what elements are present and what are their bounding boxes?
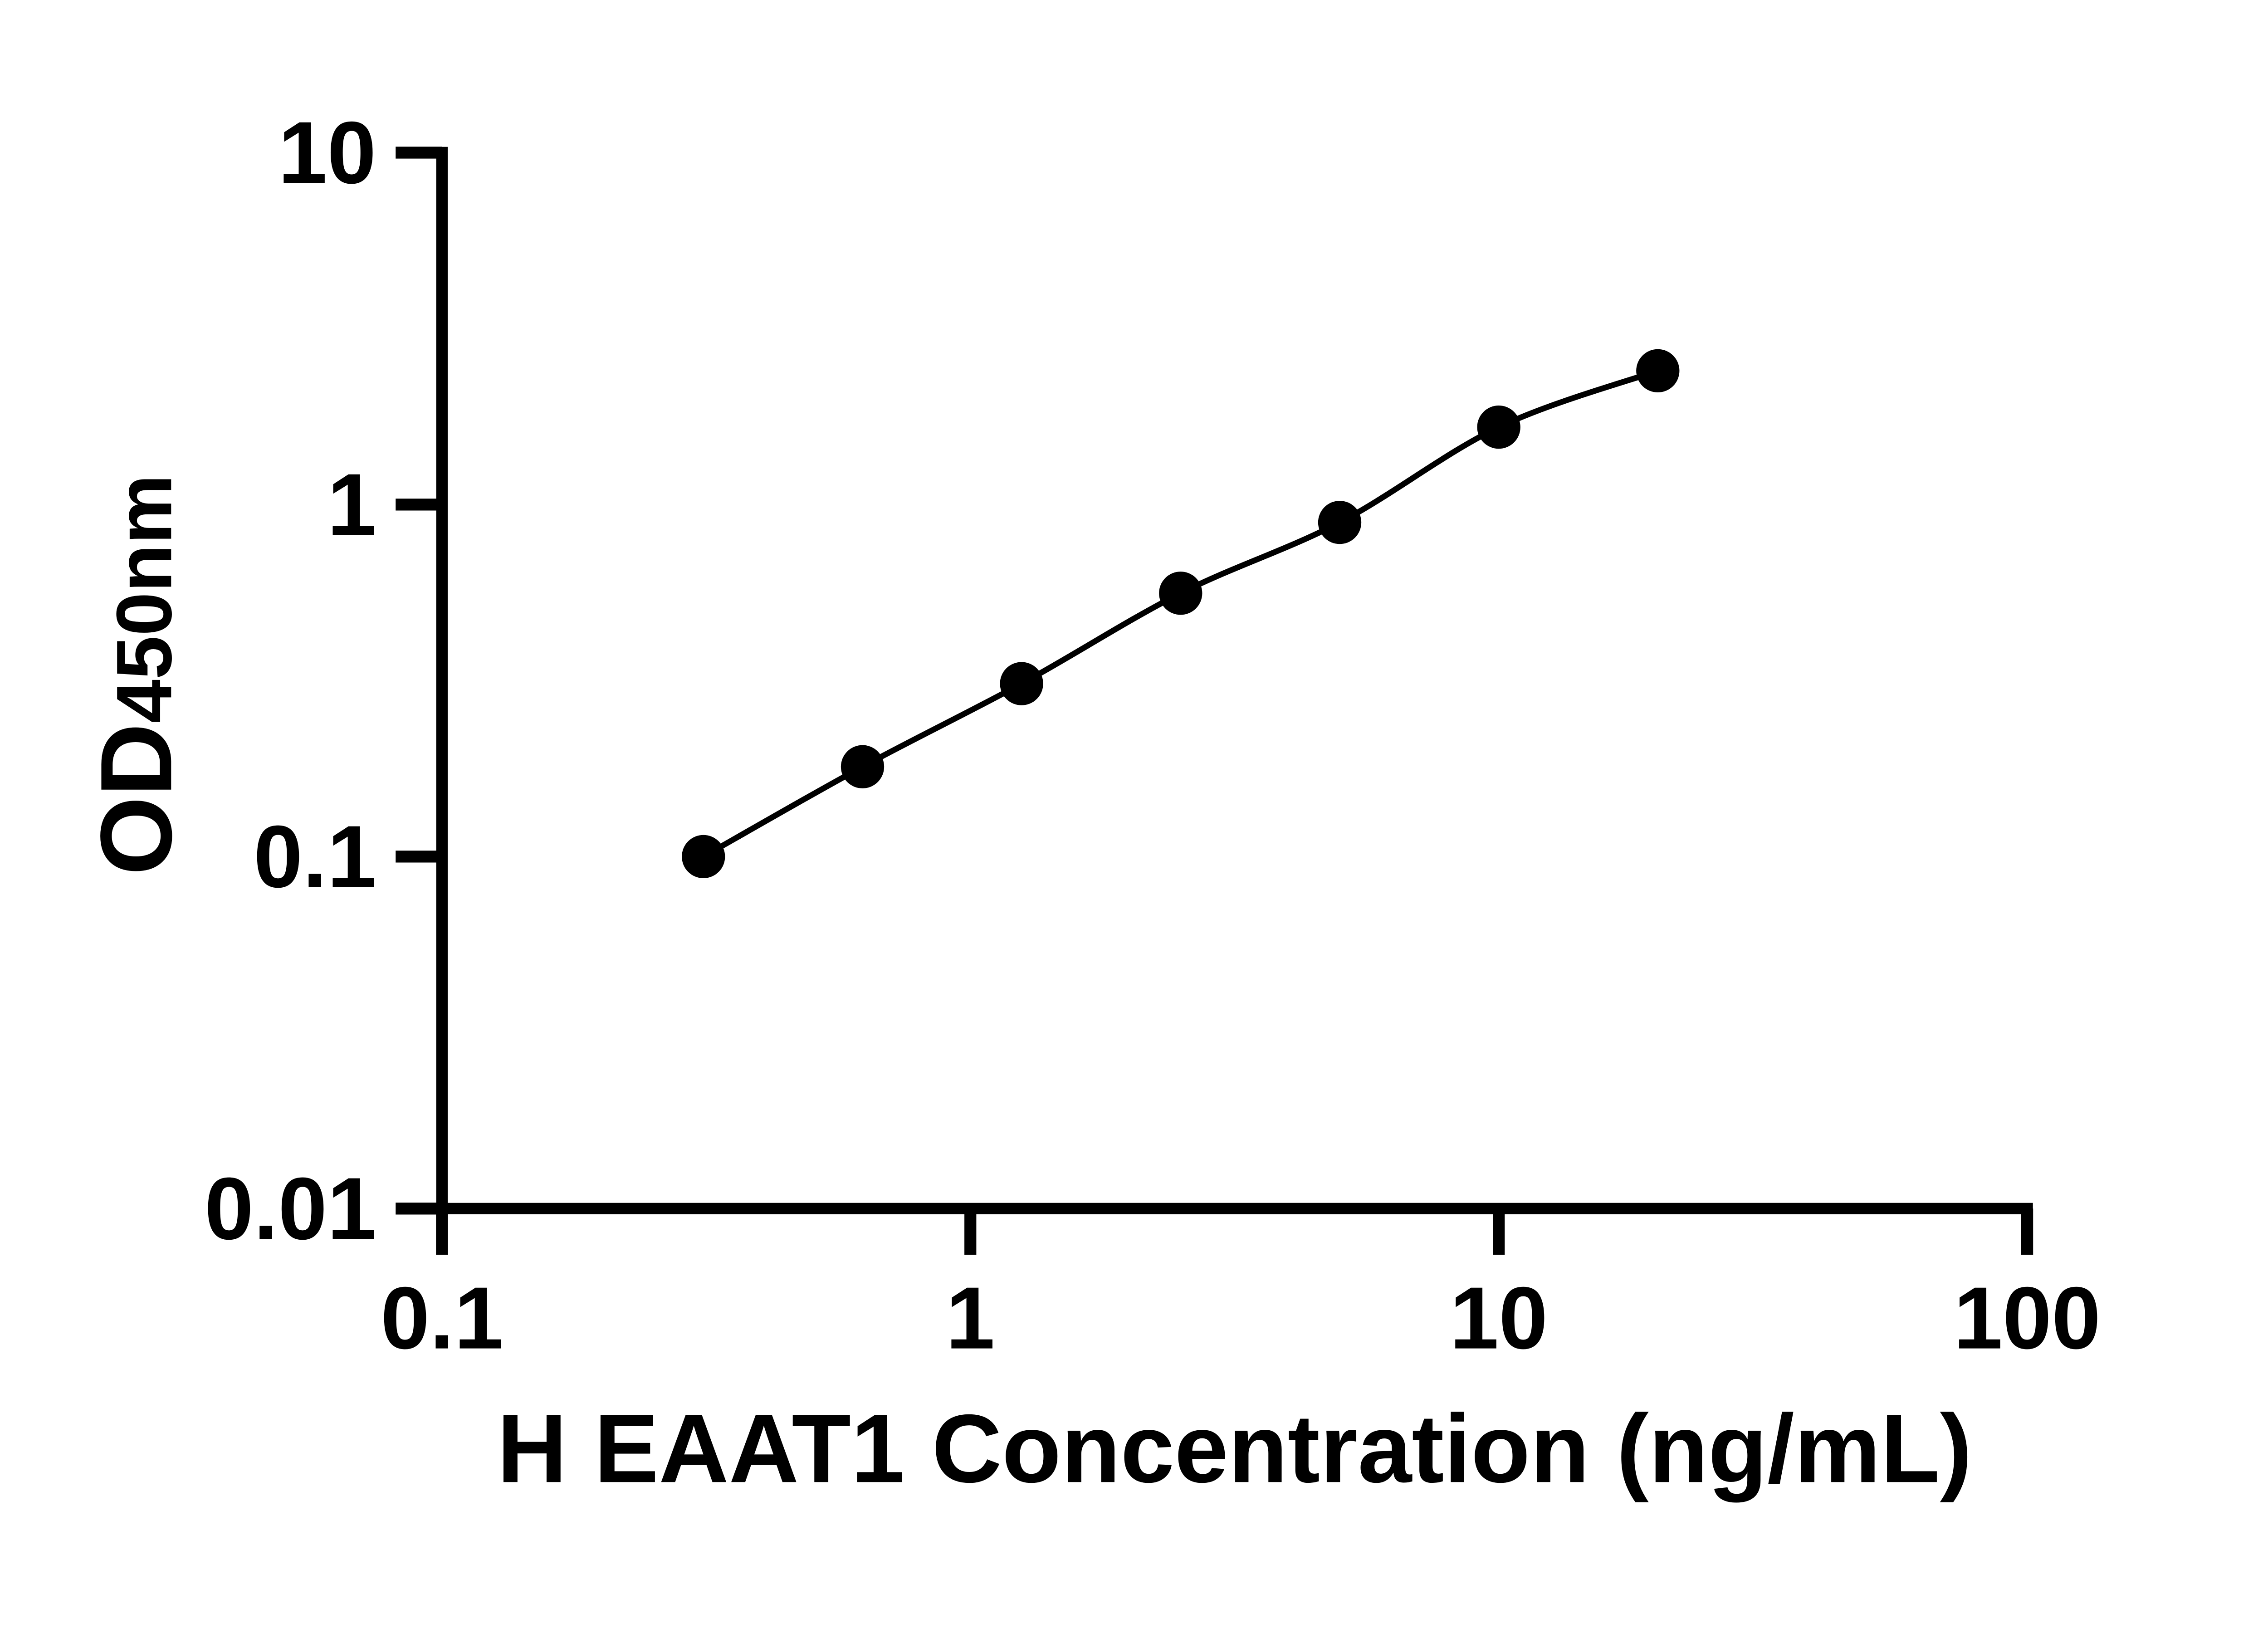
figure-canvas: 0.1 1 10 100 0.01 0.1 1 10 H EAAT1 Concentratio… <box>80 103 2101 1503</box>
y-axis-title-subscript: 450nm <box>100 474 188 723</box>
data-point <box>1477 406 1520 449</box>
data-point <box>1636 349 1680 393</box>
x-tick-label: 10 <box>1450 1269 1548 1368</box>
y-tick-label: 1 <box>327 456 376 554</box>
data-point <box>682 835 725 879</box>
data-point <box>1000 662 1043 705</box>
y-axis-title-main: OD <box>80 723 193 875</box>
y-axis-title: OD450nm <box>80 474 193 875</box>
x-tick-label: 100 <box>1954 1269 2101 1368</box>
y-tick-label: 0.01 <box>205 1159 376 1258</box>
data-point <box>841 745 885 788</box>
data-point <box>1318 501 1362 544</box>
x-tick-label: 1 <box>946 1269 995 1368</box>
y-tick-label: 10 <box>278 104 376 202</box>
x-tick-label: 0.1 <box>381 1269 503 1368</box>
x-axis-title: H EAAT1 Concentration (ng/mL) <box>497 1394 1972 1503</box>
data-point <box>1159 572 1202 615</box>
y-tick-label: 0.1 <box>254 807 376 906</box>
